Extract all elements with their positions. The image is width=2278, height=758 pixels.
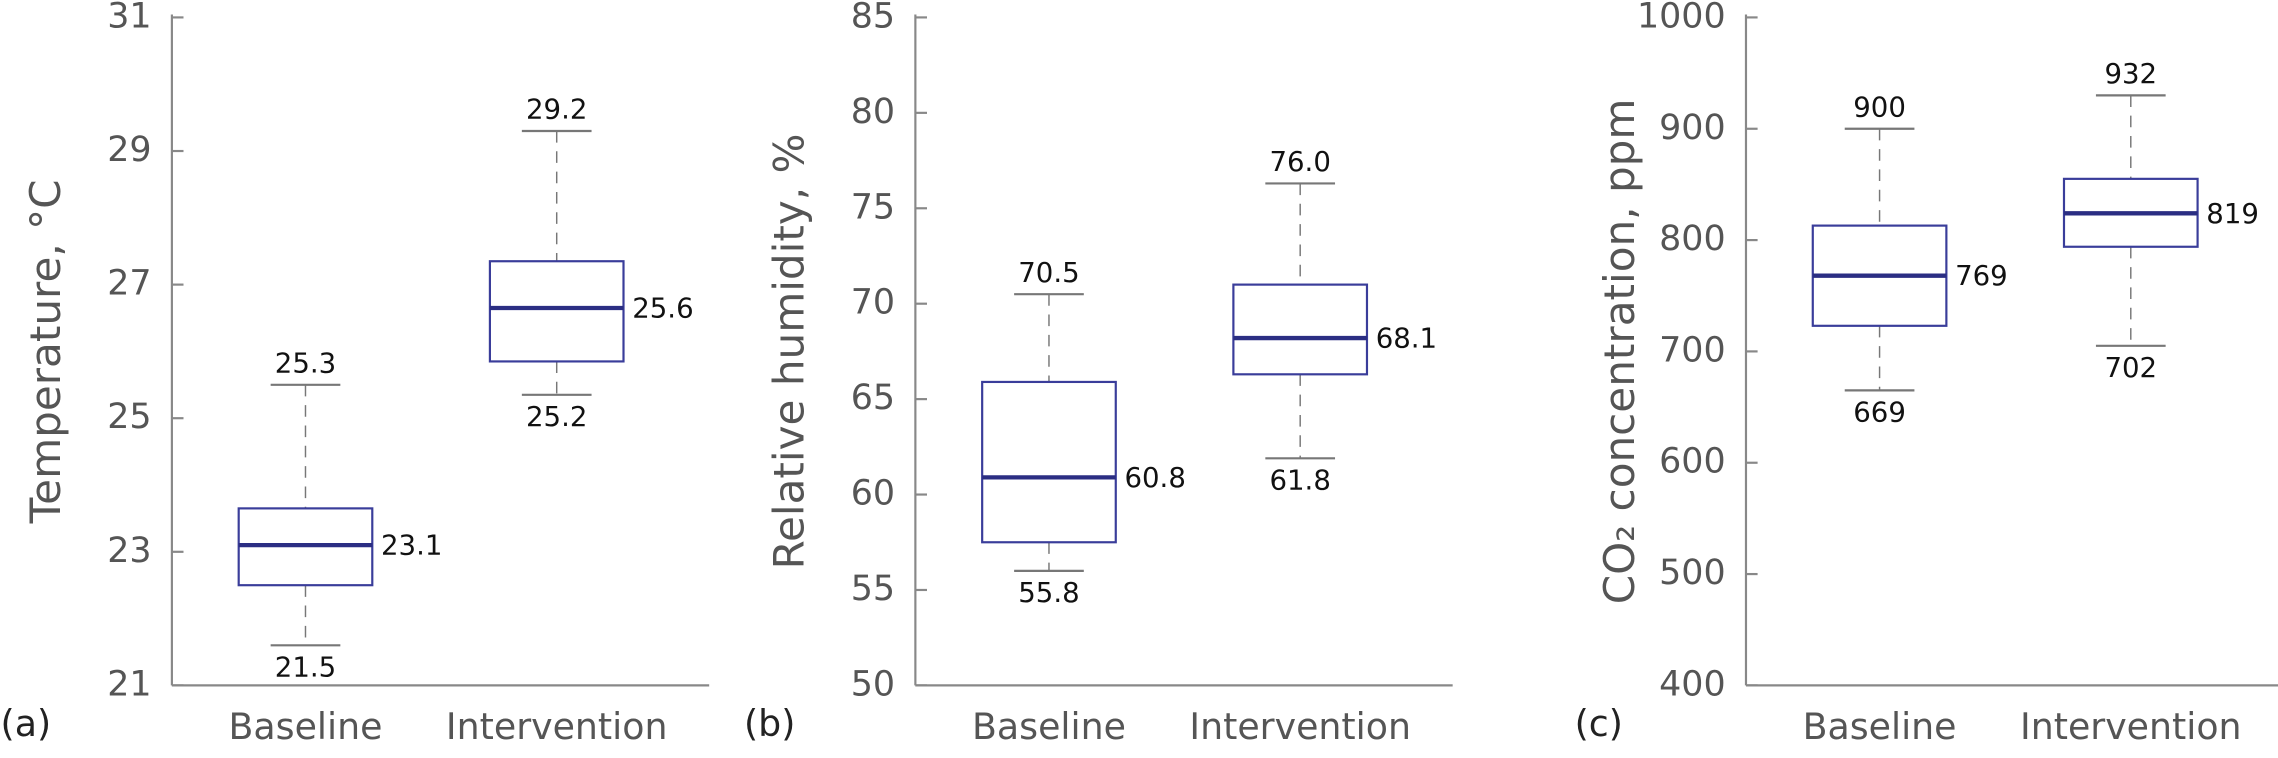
y-tick-label: 70	[851, 283, 895, 323]
min-label: 61.8	[1269, 464, 1330, 497]
y-tick-label: 60	[851, 474, 895, 514]
box	[488, 260, 625, 363]
box	[1232, 283, 1369, 376]
y-tick-label: 27	[107, 264, 151, 304]
y-tick-label: 25	[107, 397, 151, 437]
box	[981, 380, 1117, 544]
y-tick-label: 85	[851, 0, 895, 36]
max-label: 932	[2104, 57, 2157, 90]
y-tick-label: 800	[1659, 219, 1726, 259]
y-axis-label: Relative humidity, %	[764, 133, 813, 569]
panel-label: (a)	[1, 702, 52, 745]
median-label: 769	[1955, 259, 2008, 292]
x-tick-label: Baseline	[972, 705, 1126, 748]
x-tick-label: Intervention	[1189, 705, 1411, 748]
y-tick-label: 80	[851, 92, 895, 132]
min-label: 21.5	[275, 651, 336, 684]
y-tick-label: 500	[1659, 553, 1726, 593]
y-tick-label: 23	[107, 531, 151, 571]
y-tick-label: 31	[107, 0, 151, 36]
max-label: 25.3	[275, 346, 336, 379]
min-label: 702	[2104, 351, 2157, 384]
panel-label: (b)	[744, 702, 795, 745]
panel-label: (c)	[1575, 702, 1623, 745]
x-tick-label: Baseline	[229, 705, 383, 748]
y-tick-label: 21	[107, 664, 151, 704]
max-label: 29.2	[526, 93, 587, 126]
x-tick-label: Intervention	[446, 705, 668, 748]
y-tick-label: 65	[851, 378, 895, 418]
y-tick-label: 700	[1659, 330, 1726, 370]
min-label: 669	[1853, 396, 1906, 429]
min-label: 55.8	[1018, 576, 1079, 609]
median-label: 819	[2206, 197, 2259, 230]
y-tick-label: 400	[1659, 664, 1726, 704]
y-axis-label: CO₂ concentration, ppm	[1595, 99, 1644, 605]
x-tick-label: Intervention	[2020, 705, 2242, 748]
y-tick-label: 29	[107, 130, 151, 170]
y-tick-label: 600	[1659, 442, 1726, 482]
y-tick-label: 900	[1659, 108, 1726, 148]
min-label: 25.2	[526, 400, 587, 433]
y-tick-label: 75	[851, 187, 895, 227]
median-label: 60.8	[1124, 461, 1185, 494]
x-tick-label: Baseline	[1803, 705, 1957, 748]
median-label: 25.6	[632, 291, 693, 324]
max-label: 900	[1853, 90, 1906, 123]
y-axis-label: Temperature, °C	[21, 179, 70, 524]
y-tick-label: 1000	[1637, 0, 1726, 36]
median-label: 23.1	[381, 529, 442, 562]
y-tick-label: 55	[851, 569, 895, 609]
max-label: 70.5	[1018, 256, 1079, 289]
max-label: 76.0	[1269, 145, 1330, 178]
median-label: 68.1	[1376, 322, 1437, 355]
y-tick-label: 50	[851, 664, 895, 704]
